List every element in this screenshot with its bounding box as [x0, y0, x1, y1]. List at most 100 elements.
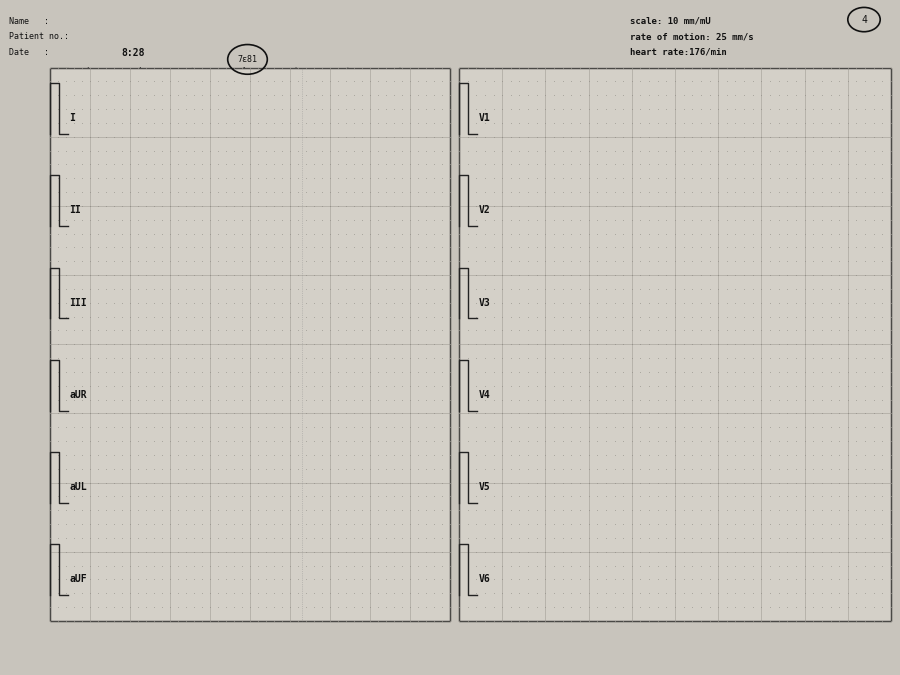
- Point: [651, 117, 665, 128]
- Point: [299, 616, 313, 626]
- Point: [83, 339, 97, 350]
- Point: [608, 339, 622, 350]
- Point: [824, 103, 838, 114]
- Point: [581, 173, 596, 184]
- Point: [122, 90, 137, 101]
- Point: [130, 602, 145, 613]
- Point: [572, 560, 587, 571]
- Point: [771, 339, 786, 350]
- Point: [832, 547, 846, 558]
- Point: [495, 616, 509, 626]
- Point: [814, 463, 829, 474]
- Point: [291, 173, 305, 184]
- Point: [387, 436, 401, 447]
- Point: [521, 76, 535, 87]
- Point: [495, 186, 509, 197]
- Point: [850, 436, 864, 447]
- Point: [186, 90, 201, 101]
- Point: [572, 602, 587, 613]
- Point: [291, 145, 305, 156]
- Point: [512, 422, 526, 433]
- Point: [634, 602, 648, 613]
- Point: [90, 394, 104, 405]
- Point: [495, 325, 509, 336]
- Point: [547, 76, 562, 87]
- Point: [178, 228, 193, 239]
- Point: [363, 381, 377, 392]
- Point: [258, 436, 273, 447]
- Point: [651, 242, 665, 253]
- Point: [42, 131, 57, 142]
- Point: [274, 602, 289, 613]
- Point: [338, 297, 353, 308]
- Point: [274, 367, 289, 377]
- Point: [763, 367, 778, 377]
- Point: [720, 381, 734, 392]
- Point: [379, 228, 393, 239]
- Point: [547, 505, 562, 516]
- Point: [634, 436, 648, 447]
- Point: [850, 62, 864, 73]
- Point: [745, 616, 760, 626]
- Point: [486, 297, 500, 308]
- Point: [668, 256, 682, 267]
- Point: [258, 547, 273, 558]
- Point: [363, 186, 377, 197]
- Point: [258, 103, 273, 114]
- Point: [395, 145, 410, 156]
- Point: [555, 270, 570, 281]
- Point: [338, 436, 353, 447]
- Point: [139, 311, 153, 322]
- Point: [720, 547, 734, 558]
- Point: [814, 547, 829, 558]
- Point: [659, 463, 673, 474]
- Point: [780, 62, 795, 73]
- Point: [694, 463, 708, 474]
- Point: [299, 518, 313, 529]
- Point: [122, 616, 137, 626]
- Point: [728, 200, 742, 211]
- Point: [538, 381, 553, 392]
- Point: [495, 547, 509, 558]
- Point: [694, 173, 708, 184]
- Point: [83, 588, 97, 599]
- Point: [771, 505, 786, 516]
- Point: [346, 228, 361, 239]
- Point: [659, 186, 673, 197]
- Point: [162, 242, 176, 253]
- Point: [685, 436, 699, 447]
- Point: [202, 547, 217, 558]
- Point: [841, 284, 855, 294]
- Point: [42, 602, 57, 613]
- Point: [395, 256, 410, 267]
- Point: [616, 436, 630, 447]
- Point: [634, 588, 648, 599]
- Point: [512, 131, 526, 142]
- Point: [322, 159, 337, 170]
- Point: [668, 352, 682, 363]
- Point: [162, 367, 176, 377]
- Point: [797, 352, 812, 363]
- Point: [728, 117, 742, 128]
- Point: [788, 602, 803, 613]
- Point: [402, 90, 417, 101]
- Point: [832, 297, 846, 308]
- Point: [625, 297, 639, 308]
- Point: [338, 325, 353, 336]
- Point: [521, 533, 535, 543]
- Point: [379, 367, 393, 377]
- Point: [797, 186, 812, 197]
- Point: [547, 311, 562, 322]
- Point: [858, 145, 872, 156]
- Point: [42, 256, 57, 267]
- Point: [529, 616, 544, 626]
- Point: [147, 450, 161, 460]
- Point: [162, 436, 176, 447]
- Point: [299, 477, 313, 488]
- Point: [720, 463, 734, 474]
- Point: [338, 381, 353, 392]
- Point: [642, 311, 656, 322]
- Point: [395, 186, 410, 197]
- Point: [814, 325, 829, 336]
- Point: [443, 574, 457, 585]
